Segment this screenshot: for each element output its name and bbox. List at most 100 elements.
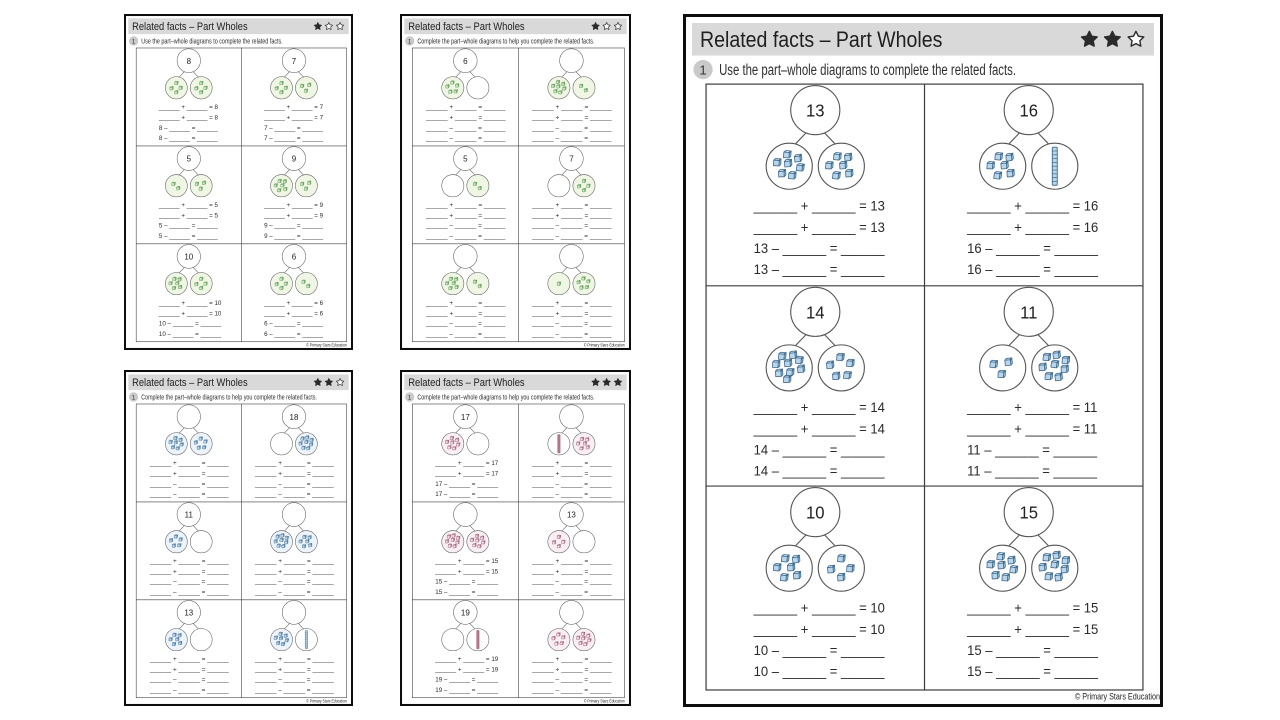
- svg-text:______ + ______ = ______: ______ + ______ = ______: [531, 460, 612, 467]
- svg-text:______ – ______ = ______: ______ – ______ = ______: [531, 491, 612, 498]
- svg-text:______ – ______ = ______: ______ – ______ = ______: [531, 135, 612, 142]
- svg-text:______ + ______ = 13: ______ + ______ = 13: [753, 198, 885, 214]
- svg-text:______ + ______ = ______: ______ + ______ = ______: [531, 202, 612, 209]
- svg-text:15 – ______ = ______: 15 – ______ = ______: [435, 589, 498, 596]
- svg-text:17: 17: [461, 413, 470, 422]
- svg-text:13: 13: [806, 101, 825, 120]
- svg-text:Related facts – Part Wholes: Related facts – Part Wholes: [408, 22, 524, 34]
- svg-text:13: 13: [567, 511, 576, 520]
- svg-text:19 – ______ = ______: 19 – ______ = ______: [435, 676, 498, 683]
- svg-text:11: 11: [185, 510, 194, 519]
- svg-text:6: 6: [292, 252, 297, 261]
- svg-text:______ + ______ = 15: ______ + ______ = 15: [434, 568, 498, 575]
- svg-text:______ + ______ = ______: ______ + ______ = ______: [425, 310, 506, 317]
- svg-text:14 – ______ = ______: 14 – ______ = ______: [754, 463, 885, 479]
- svg-text:© Primary Stars Education: © Primary Stars Education: [584, 342, 625, 348]
- svg-text:7: 7: [569, 155, 574, 164]
- svg-text:11: 11: [1020, 303, 1037, 322]
- svg-text:______ + ______ = 19: ______ + ______ = 19: [434, 656, 498, 663]
- svg-text:Use the part–whole diagrams to: Use the part–whole diagrams to complete …: [141, 38, 283, 46]
- svg-text:1: 1: [132, 38, 136, 45]
- svg-text:6 – ______ = ______: 6 – ______ = ______: [264, 331, 323, 338]
- svg-text:© Primary Stars Education: © Primary Stars Education: [1075, 692, 1160, 702]
- svg-text:______ + ______ = ______: ______ + ______ = ______: [531, 568, 612, 575]
- svg-text:______ + ______ = ______: ______ + ______ = ______: [425, 202, 506, 209]
- svg-text:______ + ______ = 9: ______ + ______ = 9: [263, 212, 323, 219]
- svg-text:11 – ______ = ______: 11 – ______ = ______: [967, 463, 1097, 479]
- svg-text:______ – ______ = ______: ______ – ______ = ______: [425, 125, 506, 132]
- svg-text:______ + ______ = ______: ______ + ______ = ______: [531, 114, 612, 121]
- svg-text:______ + ______ = ______: ______ + ______ = ______: [149, 470, 229, 477]
- svg-text:10 – ______ = ______: 10 – ______ = ______: [159, 331, 222, 338]
- svg-text:______ + ______ = 16: ______ + ______ = 16: [966, 219, 1098, 235]
- svg-text:______ + ______ = 8: ______ + ______ = 8: [158, 114, 218, 121]
- svg-text:© Primary Stars Education: © Primary Stars Education: [584, 698, 625, 704]
- svg-text:______ + ______ = 5: ______ + ______ = 5: [158, 212, 218, 219]
- svg-text:18: 18: [290, 413, 299, 422]
- svg-text:______ – ______ = ______: ______ – ______ = ______: [149, 676, 229, 683]
- svg-text:______ + ______ = 11: ______ + ______ = 11: [966, 421, 1097, 437]
- svg-text:19: 19: [461, 608, 470, 617]
- svg-text:17 – ______ = ______: 17 – ______ = ______: [435, 491, 498, 498]
- svg-text:______ + ______ = ______: ______ + ______ = ______: [531, 310, 612, 317]
- svg-text:______ + ______ = 9: ______ + ______ = 9: [263, 202, 323, 209]
- svg-text:______ – ______ = ______: ______ – ______ = ______: [531, 223, 612, 230]
- svg-text:______ – ______ = ______: ______ – ______ = ______: [531, 233, 612, 240]
- svg-text:______ + ______ = ______: ______ + ______ = ______: [531, 212, 612, 219]
- svg-text:______ + ______ = 10: ______ + ______ = 10: [753, 600, 885, 616]
- svg-text:______ – ______ = ______: ______ – ______ = ______: [531, 321, 612, 328]
- svg-text:______ + ______ = 15: ______ + ______ = 15: [966, 600, 1098, 616]
- svg-text:______ + ______ = ______: ______ + ______ = ______: [425, 300, 506, 307]
- svg-text:10 – ______ = ______: 10 – ______ = ______: [754, 663, 885, 679]
- svg-text:______ + ______ = ______: ______ + ______ = ______: [254, 656, 334, 663]
- svg-text:______ – ______ = ______: ______ – ______ = ______: [149, 687, 229, 694]
- svg-text:8 – ______ = ______: 8 – ______ = ______: [159, 135, 218, 142]
- svg-text:______ – ______ = ______: ______ – ______ = ______: [425, 331, 506, 338]
- svg-text:13 – ______ = ______: 13 – ______ = ______: [754, 240, 885, 256]
- svg-text:10: 10: [806, 503, 825, 522]
- svg-text:______ – ______ = ______: ______ – ______ = ______: [531, 331, 612, 338]
- svg-text:______ – ______ = ______: ______ – ______ = ______: [254, 687, 334, 694]
- svg-text:______ + ______ = 11: ______ + ______ = 11: [966, 400, 1097, 416]
- svg-text:10 – ______ = ______: 10 – ______ = ______: [754, 642, 885, 658]
- svg-text:14 – ______ = ______: 14 – ______ = ______: [754, 442, 885, 458]
- svg-text:10: 10: [184, 252, 193, 261]
- svg-text:______ + ______ = 7: ______ + ______ = 7: [263, 114, 323, 121]
- svg-text:7 – ______ = ______: 7 – ______ = ______: [264, 135, 323, 142]
- svg-text:______ + ______ = 10: ______ + ______ = 10: [753, 621, 885, 637]
- svg-text:______ – ______ = ______: ______ – ______ = ______: [425, 321, 506, 328]
- svg-text:______ – ______ = ______: ______ – ______ = ______: [254, 676, 334, 683]
- svg-text:1: 1: [408, 394, 412, 401]
- svg-text:______ + ______ = ______: ______ + ______ = ______: [149, 568, 229, 575]
- svg-text:7 – ______ = ______: 7 – ______ = ______: [264, 125, 323, 132]
- svg-text:Complete the part–whole diagra: Complete the part–whole diagrams to help…: [417, 38, 594, 46]
- svg-text:______ + ______ = ______: ______ + ______ = ______: [254, 558, 334, 565]
- svg-text:6 – ______ = ______: 6 – ______ = ______: [264, 320, 323, 327]
- svg-text:5 – ______ = ______: 5 – ______ = ______: [159, 233, 218, 240]
- svg-text:Use the part–whole diagrams to: Use the part–whole diagrams to complete …: [719, 60, 1016, 78]
- svg-text:5 – ______ = ______: 5 – ______ = ______: [159, 223, 218, 230]
- svg-text:Related facts – Part Wholes: Related facts – Part Wholes: [132, 22, 247, 34]
- svg-text:______ + ______ = 15: ______ + ______ = 15: [966, 621, 1098, 637]
- svg-text:______ – ______ = ______: ______ – ______ = ______: [254, 589, 334, 596]
- svg-text:______ + ______ = 8: ______ + ______ = 8: [158, 104, 218, 111]
- svg-text:Related facts – Part Wholes: Related facts – Part Wholes: [132, 378, 247, 390]
- svg-text:Related facts – Part Wholes: Related facts – Part Wholes: [408, 378, 524, 390]
- svg-text:______ – ______ = ______: ______ – ______ = ______: [149, 481, 229, 488]
- svg-text:______ + ______ = ______: ______ + ______ = ______: [149, 460, 229, 467]
- svg-text:______ + ______ = ______: ______ + ______ = ______: [254, 666, 334, 673]
- svg-text:______ + ______ = 17: ______ + ______ = 17: [434, 460, 498, 467]
- svg-text:______ + ______ = 6: ______ + ______ = 6: [263, 300, 323, 307]
- svg-text:9 – ______ = ______: 9 – ______ = ______: [264, 233, 323, 240]
- svg-text:______ – ______ = ______: ______ – ______ = ______: [531, 589, 612, 596]
- svg-text:______ – ______ = ______: ______ – ______ = ______: [531, 481, 612, 488]
- svg-text:1: 1: [132, 394, 136, 401]
- svg-text:1: 1: [408, 38, 412, 45]
- svg-text:13: 13: [184, 608, 193, 617]
- svg-text:______ – ______ = ______: ______ – ______ = ______: [531, 687, 612, 694]
- svg-text:______ + ______ = ______: ______ + ______ = ______: [425, 212, 506, 219]
- svg-text:15: 15: [1019, 503, 1038, 522]
- svg-text:______ + ______ = ______: ______ + ______ = ______: [531, 558, 612, 565]
- svg-text:5: 5: [463, 155, 468, 164]
- svg-text:______ + ______ = ______: ______ + ______ = ______: [425, 114, 506, 121]
